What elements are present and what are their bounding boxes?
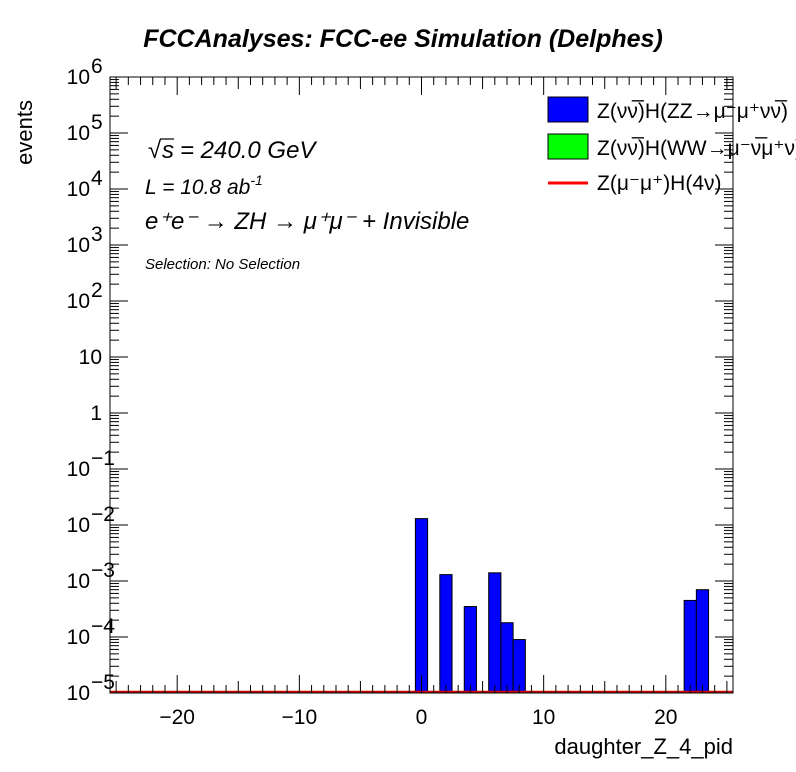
y-tick-label: 10 <box>67 122 90 145</box>
legend-swatch-zz <box>547 96 589 123</box>
legend-label-ww: Z(νν̅)H(WW→μ⁻ν̅μ⁺ν) <box>597 137 796 160</box>
legend-label-mumu: Z(μ⁻μ⁺)H(4ν) <box>597 172 722 195</box>
chart-title: FCCAnalyses: FCC-ee Simulation (Delphes) <box>143 25 663 53</box>
histogram-bar <box>500 622 514 694</box>
sqrt-s-annotation: √ s = 240.0 GeV <box>148 137 317 164</box>
sqrt-symbol: √ <box>148 137 162 164</box>
y-tick-label: 10 <box>67 66 90 89</box>
axis-ticks <box>110 76 733 694</box>
sqrt-s-value: = 240.0 GeV <box>180 137 317 164</box>
luminosity-annotation: L = 10.8 ab-1 <box>145 172 263 199</box>
x-tick-labels: −20 −10 0 10 20 <box>159 706 677 729</box>
histogram-bar <box>414 518 429 694</box>
y-tick-exponent: −1 <box>91 447 115 470</box>
histogram-bar <box>439 574 453 694</box>
annotation-block: √ s = 240.0 GeV L = 10.8 ab-1 e⁺e⁻ → ZH … <box>145 137 469 273</box>
histogram-bar <box>695 589 710 694</box>
y-tick-label: 10 <box>67 234 90 257</box>
y-tick-exponent: 2 <box>91 279 103 302</box>
y-tick-label: 10 <box>67 514 90 537</box>
histogram-bar <box>488 572 502 694</box>
histogram-bars <box>414 518 710 694</box>
histogram-bar <box>683 599 697 694</box>
x-tick-label: −20 <box>159 706 195 729</box>
legend: Z(νν̅)H(ZZ→μ⁻μ⁺νν̅) Z(νν̅)H(WW→μ⁻ν̅μ⁺ν) … <box>547 96 796 195</box>
sqrt-s-var: s <box>162 137 174 164</box>
y-tick-exponent: −5 <box>91 671 115 694</box>
x-tick-label: 0 <box>416 706 428 729</box>
y-tick-exponent: 4 <box>91 167 103 190</box>
process-annotation: e⁺e⁻ → ZH → μ⁺μ⁻ + Invisible <box>145 208 469 235</box>
x-tick-label: −10 <box>282 706 318 729</box>
histogram-bar <box>512 639 526 694</box>
selection-annotation: Selection: No Selection <box>145 256 300 273</box>
y-tick-exponent: 3 <box>91 223 103 246</box>
y-tick-label: 1 <box>90 402 102 425</box>
y-tick-label: 10 <box>67 290 90 313</box>
y-tick-label: 10 <box>79 346 102 369</box>
x-tick-label: 20 <box>654 706 677 729</box>
histogram-bar <box>463 606 477 694</box>
y-tick-exponent: 5 <box>91 111 103 134</box>
y-tick-exponent: −4 <box>91 615 115 638</box>
x-tick-label: 10 <box>532 706 555 729</box>
y-tick-exponent: −2 <box>91 503 115 526</box>
y-tick-exponent: 6 <box>91 55 103 78</box>
y-tick-label: 10 <box>67 570 90 593</box>
y-tick-label: 10 <box>67 626 90 649</box>
x-axis-label: daughter_Z_4_pid <box>554 734 733 759</box>
y-tick-exponent: −3 <box>91 559 115 582</box>
y-tick-label: 10 <box>67 682 90 705</box>
y-tick-label: 10 <box>67 458 90 481</box>
legend-swatch-ww <box>547 133 589 160</box>
y-tick-label: 10 <box>67 178 90 201</box>
legend-label-zz: Z(νν̅)H(ZZ→μ⁻μ⁺νν̅) <box>597 100 788 123</box>
y-axis-label: events <box>12 100 37 165</box>
